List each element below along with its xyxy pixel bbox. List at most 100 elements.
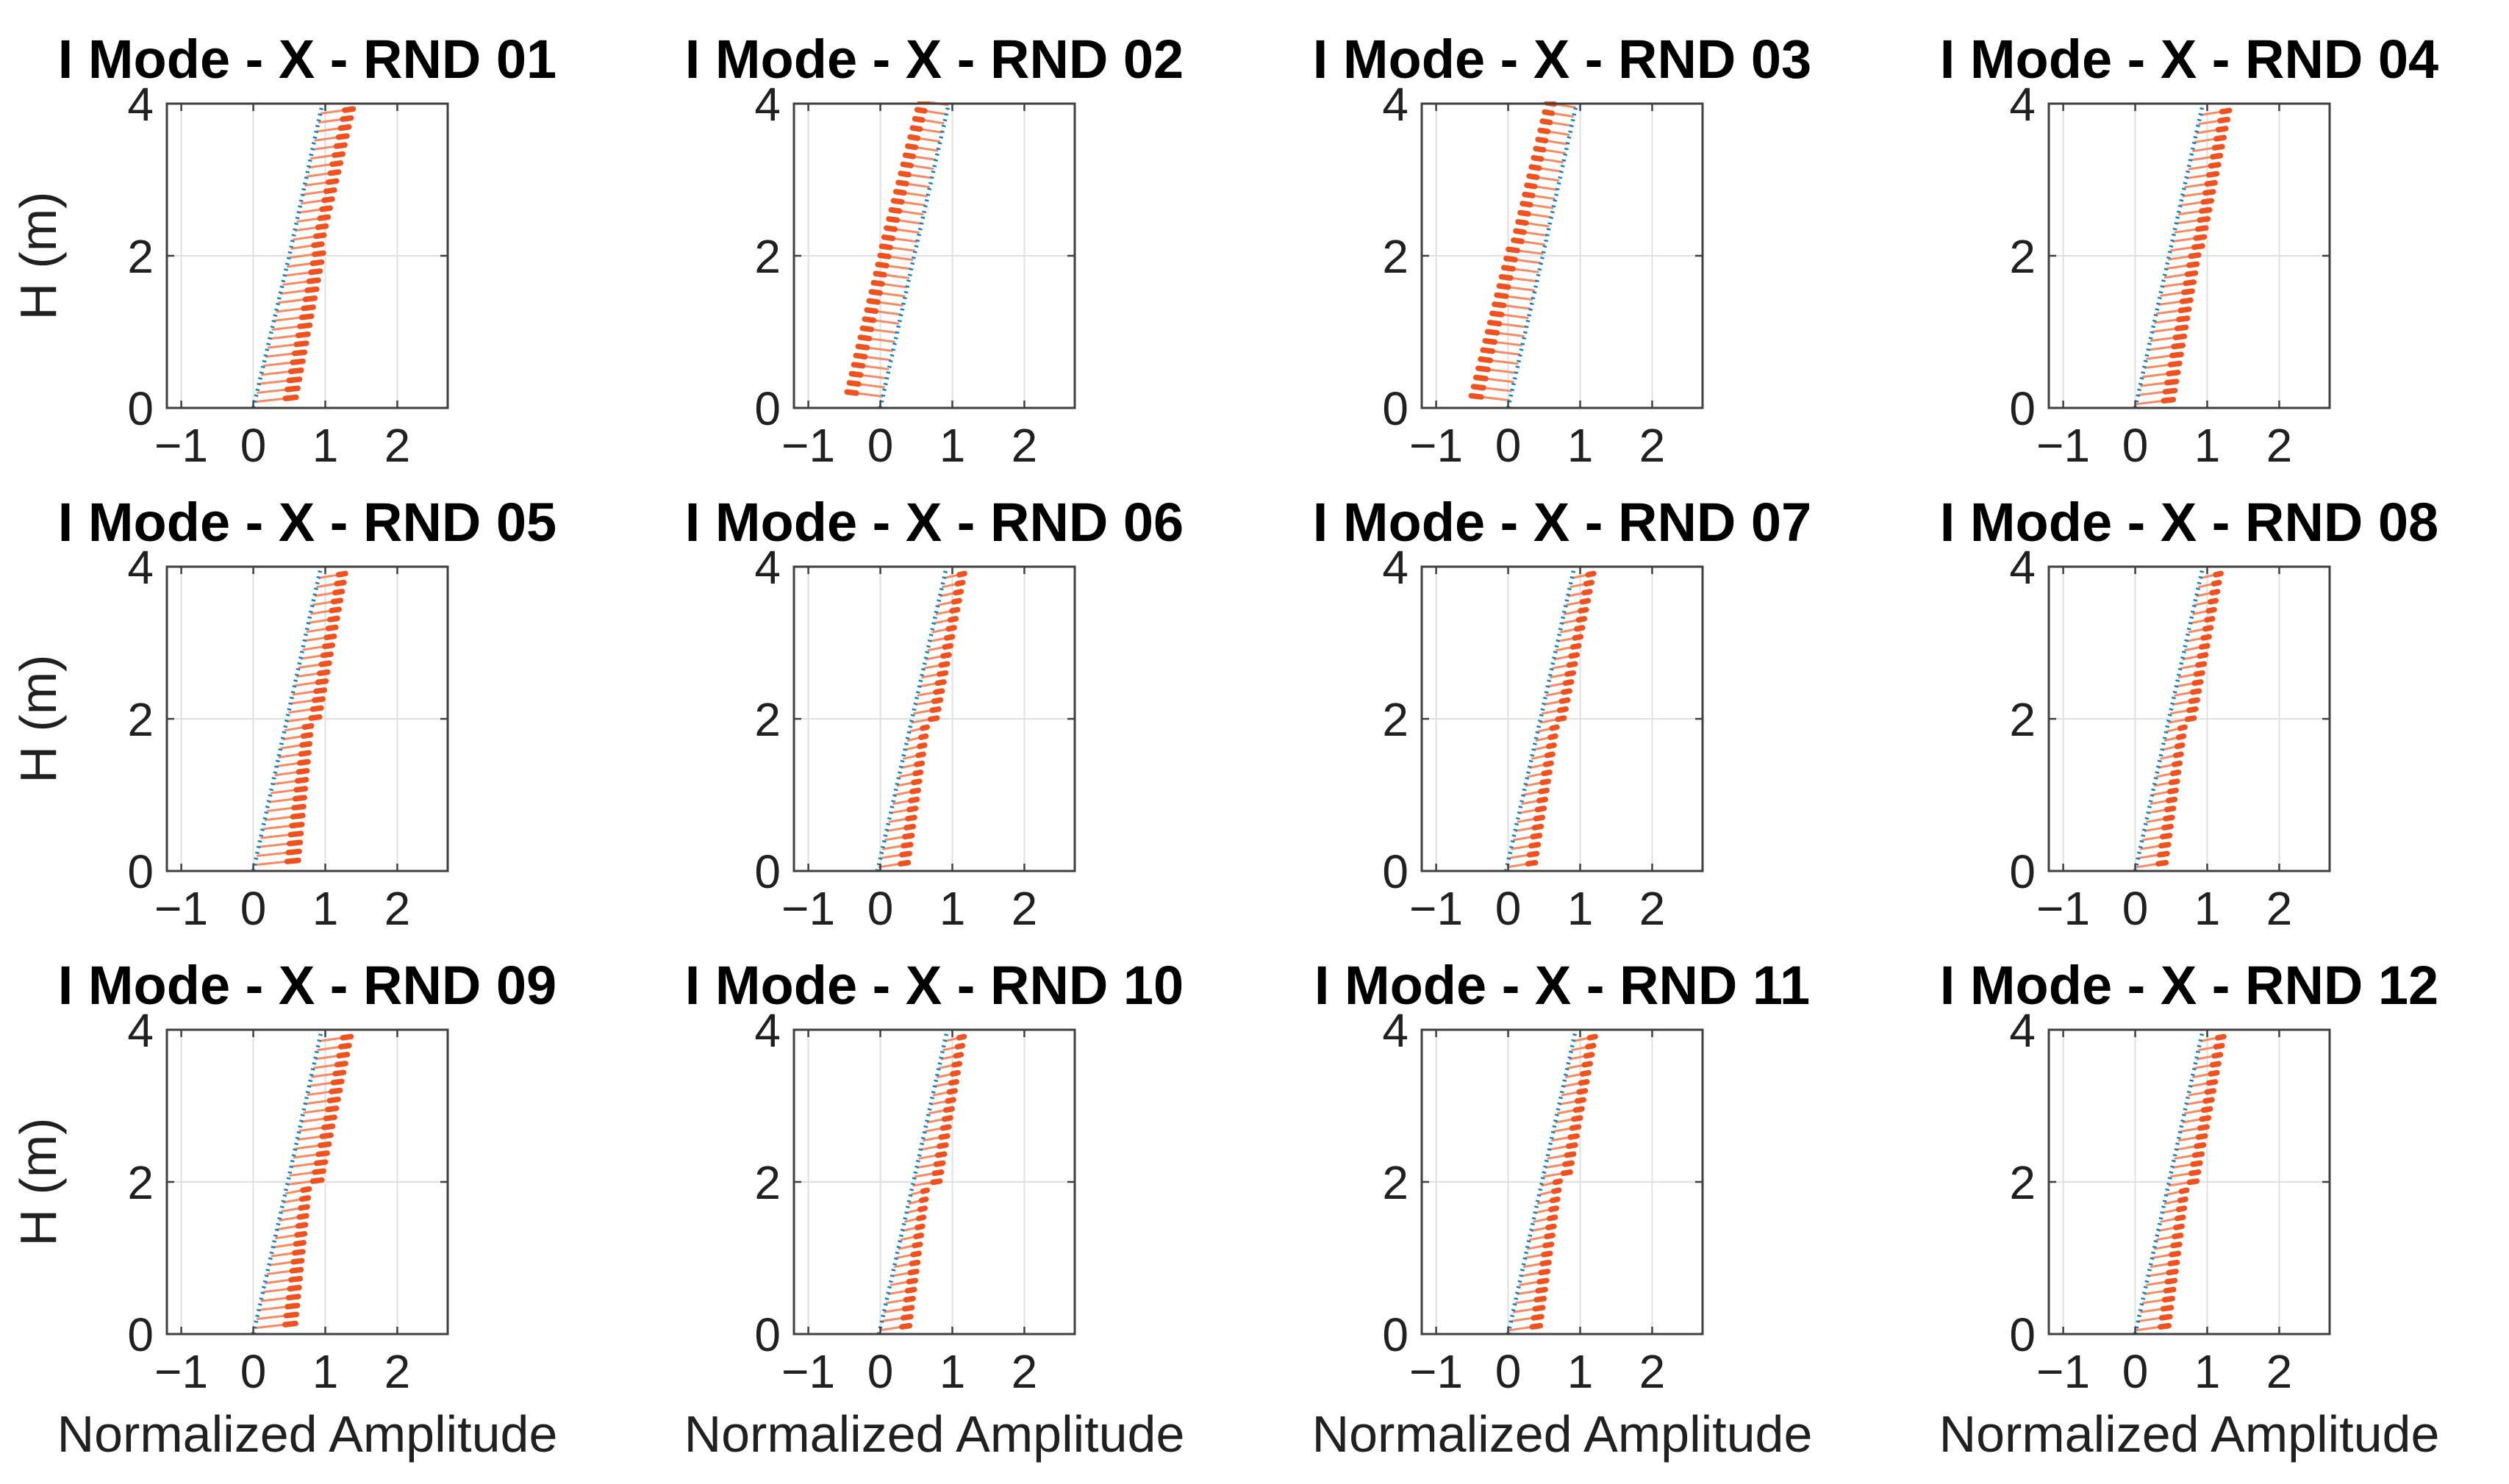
whisker-tip: [873, 270, 887, 278]
whisker-tip: [2166, 1269, 2179, 1276]
whisker-tip: [927, 715, 940, 723]
whisker-tip: [302, 295, 318, 303]
whisker-tip: [915, 1214, 927, 1222]
whisker-tip: [2211, 143, 2225, 151]
whisker-tip: [325, 624, 339, 631]
whisker-tip: [1576, 1088, 1589, 1095]
x-tick-label: 0: [240, 419, 267, 463]
whisker-tip: [301, 723, 315, 730]
whisker-tip: [311, 696, 326, 703]
subplot-title: I Mode - X - RND 05: [58, 492, 556, 553]
x-tick-label: 1: [939, 1345, 966, 1398]
whisker-tip: [1567, 1133, 1580, 1140]
whisker-tip: [1531, 1313, 1545, 1321]
x-axis-label: Normalized Amplitude: [1939, 1405, 2440, 1463]
x-tick-label: 2: [384, 419, 411, 463]
y-tick-label: 2: [754, 230, 781, 283]
whisker-tip: [2189, 688, 2202, 695]
whisker-tip: [298, 313, 315, 320]
y-tick-label: 2: [2009, 230, 2036, 283]
whisker-tip: [2209, 589, 2221, 596]
whisker-tip: [903, 1295, 916, 1303]
x-tick-label: 0: [2122, 1345, 2149, 1398]
whisker-tip: [898, 859, 912, 867]
whisker-tip: [282, 1320, 298, 1327]
whisker-tip: [2172, 333, 2188, 340]
whisker-tip: [2197, 652, 2209, 659]
whisker-tip: [859, 325, 875, 332]
whisker-tip: [1480, 347, 1496, 354]
x-tick-label: 1: [2194, 1345, 2221, 1398]
whisker-tip: [1542, 760, 1554, 767]
x-tick-label: 0: [2122, 882, 2149, 926]
data-layer: [251, 566, 348, 872]
x-tick-label: −1: [154, 882, 208, 926]
whisker-tip: [333, 142, 348, 149]
whisker-tip: [2188, 1169, 2202, 1177]
subplot-title: I Mode - X - RND 11: [1314, 955, 1810, 1016]
whisker-tip: [294, 777, 309, 784]
whisker-tip: [1572, 634, 1584, 641]
data-layer: [1503, 566, 1597, 872]
blue-mode-line: [251, 1029, 324, 1335]
whisker-tip: [2197, 1124, 2210, 1131]
x-tick-label: 0: [2122, 419, 2149, 463]
y-tick-label: 4: [127, 78, 154, 131]
x-tick-label: −1: [781, 419, 835, 463]
whisker-tip: [1526, 850, 1540, 858]
whisker-tip: [1539, 1259, 1552, 1266]
whisker-tip: [956, 1033, 967, 1041]
whisker-tip: [291, 1249, 306, 1256]
data-layer: [1506, 1029, 1598, 1335]
y-tick-label: 0: [754, 845, 781, 898]
y-tick-label: 2: [1382, 693, 1409, 746]
whisker-tip: [2204, 616, 2216, 623]
whisker-tip: [956, 570, 967, 578]
whisker-tip: [2177, 724, 2188, 731]
whisker-tip: [1586, 1033, 1598, 1041]
x-tick-label: 1: [939, 882, 966, 926]
whisker-tip: [293, 786, 309, 793]
whisker-tip: [909, 787, 921, 795]
whisker-tip: [937, 1142, 949, 1150]
whisker-tip: [899, 850, 912, 858]
whisker-tip: [899, 1322, 913, 1330]
whisker-tip: [329, 160, 344, 168]
subplot-rnd-11: I Mode - X - RND 11 0 2 4 −1 0 1 2 Normalized Am…: [1255, 926, 1882, 1484]
whisker-tip: [323, 1114, 337, 1122]
whisker-tip: [866, 298, 881, 305]
whisker-tip: [846, 380, 862, 387]
whisker-tip: [1534, 806, 1547, 813]
whisker-tip: [2162, 814, 2175, 822]
whisker-tip: [864, 307, 879, 315]
whisker-tip: [1532, 1305, 1546, 1312]
whisker-tip: [285, 848, 302, 856]
whisker-tip: [312, 250, 326, 257]
whisker-tip: [853, 352, 868, 360]
whisker-tip: [1522, 191, 1536, 198]
whisker-tip: [2199, 1115, 2212, 1122]
x-tick-label: −1: [2036, 1345, 2090, 1398]
whisker-tip: [851, 362, 866, 369]
whisker-tip: [888, 207, 903, 214]
whisker-tip: [284, 385, 301, 392]
x-tick-label: −1: [1409, 882, 1463, 926]
whisker-tip: [1542, 109, 1556, 116]
whisker-tip: [2204, 1088, 2217, 1095]
whisker-tip: [308, 714, 323, 721]
whisker-tip: [2162, 387, 2178, 395]
whisker-tip: [905, 143, 919, 151]
whisker-tip: [327, 169, 342, 176]
data-layer: [844, 101, 951, 409]
whisker-tip: [868, 289, 883, 296]
whisker-tip: [902, 152, 917, 159]
whisker-tip: [1578, 606, 1589, 614]
whisker-tip: [313, 1159, 329, 1166]
y-tick-label: 2: [1382, 1156, 1409, 1209]
x-tick-label: 0: [1495, 1345, 1522, 1398]
whisker-tip: [2163, 806, 2177, 813]
whisker-tip: [848, 370, 864, 378]
whisker-tip: [299, 741, 313, 748]
subplot-rnd-06: I Mode - X - RND 06 0 2 4 −1 0 1 2: [627, 463, 1254, 926]
